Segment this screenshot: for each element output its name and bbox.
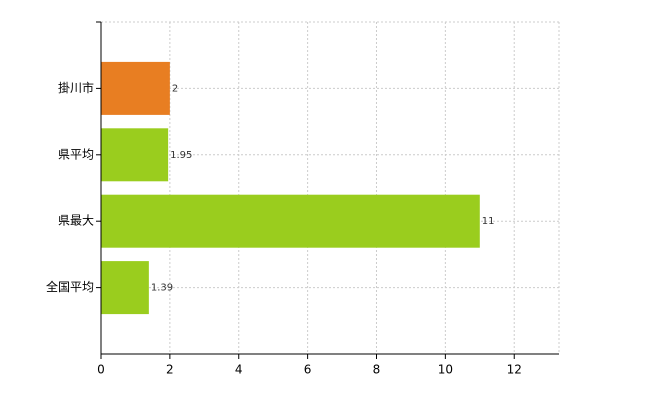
value-label: 2	[172, 83, 178, 94]
y-tick-label: 掛川市	[58, 80, 94, 95]
x-tick-label: 12	[507, 363, 522, 377]
x-tick-label: 10	[438, 363, 453, 377]
x-tick-label: 2	[166, 363, 174, 377]
y-tick-label: 県平均	[58, 147, 94, 161]
x-tick-label: 0	[97, 363, 105, 377]
bar	[101, 261, 149, 315]
value-label: 1.39	[151, 283, 173, 294]
value-label: 1.95	[170, 150, 192, 161]
x-tick-label: 8	[373, 363, 381, 377]
bar	[101, 128, 169, 182]
x-tick-label: 6	[304, 363, 312, 377]
y-tick-label: 全国平均	[46, 279, 94, 294]
bar	[101, 61, 170, 115]
x-tick-label: 4	[235, 363, 243, 377]
y-tick-label: 県最大	[58, 214, 94, 228]
bar	[101, 194, 480, 248]
value-label: 11	[482, 216, 495, 227]
